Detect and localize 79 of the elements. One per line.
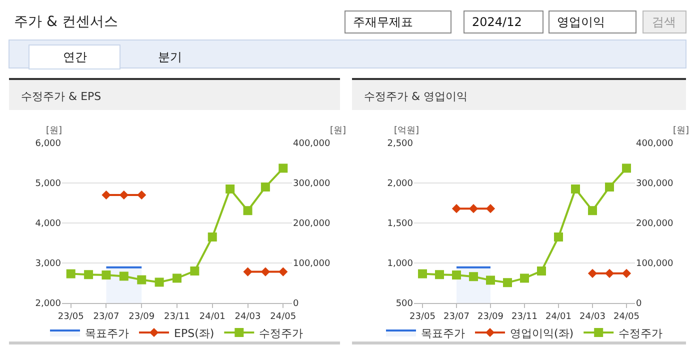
x-tick-label: 23/05 — [410, 312, 436, 322]
y-tick-label: 500 — [396, 299, 414, 310]
y-tick-label: 4,000 — [35, 219, 62, 230]
x-tick-label: 24/01 — [199, 312, 226, 322]
text: 주재무제표 — [353, 15, 413, 29]
x-tick-label: 23/05 — [58, 312, 84, 322]
point — [278, 164, 288, 173]
legend-label: 수정주가 — [259, 326, 304, 340]
y-axis-title: [원] — [46, 126, 62, 136]
point — [102, 270, 111, 280]
chart-title: 수정주가 & 영업이익 — [364, 90, 468, 103]
x-tick-label: 24/05 — [270, 312, 296, 322]
x-tick-label: 24/05 — [614, 312, 640, 322]
point — [503, 278, 512, 288]
y2-axis-title: [원] — [330, 126, 346, 136]
legend-label: 목표주가 — [85, 326, 129, 340]
y-tick-label: 5,000 — [35, 179, 62, 190]
y2-tick-label: 100,000 — [293, 259, 330, 270]
point — [208, 232, 217, 242]
point — [84, 270, 94, 280]
y-tick-label: 1,000 — [387, 259, 414, 270]
text: 검색 — [652, 15, 676, 29]
y-tick-label: 6,000 — [35, 139, 62, 150]
y-tick-label: 2,500 — [387, 139, 414, 150]
point — [537, 266, 546, 276]
text: 연간 — [63, 50, 87, 64]
point — [226, 184, 235, 194]
y2-tick-label: 300,000 — [293, 179, 330, 190]
legend-label: 수정주가 — [618, 326, 663, 340]
y-tick-label: 1,500 — [387, 219, 414, 230]
y2-tick-label: 0 — [293, 299, 299, 310]
point — [571, 184, 580, 194]
x-tick-label: 23/11 — [164, 312, 190, 322]
y-tick-label: 2,000 — [35, 299, 62, 310]
point — [66, 269, 76, 278]
point — [622, 164, 631, 173]
y-tick-label: 2,000 — [387, 179, 414, 190]
y2-tick-label: 100,000 — [636, 259, 674, 270]
point — [520, 274, 529, 283]
x-tick-label: 24/03 — [580, 312, 606, 322]
point — [190, 266, 200, 276]
point — [469, 272, 478, 282]
x-tick-label: 23/09 — [478, 312, 504, 322]
y2-tick-label: 400,000 — [636, 139, 674, 150]
y2-tick-label: 400,000 — [293, 139, 330, 150]
y2-tick-label: 0 — [636, 299, 642, 310]
x-tick-label: 23/09 — [128, 312, 155, 322]
text: 주가 & 컨센서스 — [14, 14, 118, 30]
y2-axis-title: [원] — [673, 126, 690, 136]
point — [605, 182, 614, 192]
point — [486, 276, 495, 285]
x-tick-label: 24/03 — [234, 312, 261, 322]
point — [554, 232, 563, 242]
x-tick-label: 23/07 — [93, 312, 120, 322]
point — [119, 272, 128, 281]
text: 2024/12 — [472, 15, 522, 29]
chart-title: 수정주가 & EPS — [21, 90, 102, 103]
y-tick-label: 3,000 — [35, 259, 62, 270]
legend-label: 영업이익(좌) — [510, 326, 574, 340]
point — [418, 269, 427, 278]
point — [452, 270, 461, 280]
point — [137, 275, 146, 284]
text: 분기 — [158, 50, 182, 64]
y2-tick-label: 200,000 — [636, 219, 674, 230]
point — [154, 278, 164, 287]
point — [435, 270, 444, 280]
point — [172, 274, 182, 283]
point — [260, 182, 270, 192]
y2-tick-label: 300,000 — [636, 179, 674, 190]
x-tick-label: 23/07 — [444, 312, 470, 322]
point — [243, 206, 252, 216]
y-axis-title: [억원] — [394, 126, 420, 136]
text: 영업이익 — [557, 15, 605, 29]
x-tick-label: 23/11 — [512, 312, 538, 322]
y2-tick-label: 200,000 — [293, 219, 330, 230]
legend-label: EPS(좌) — [174, 326, 214, 340]
point — [588, 206, 597, 216]
legend-label: 목표주가 — [421, 326, 465, 340]
x-tick-label: 24/01 — [546, 312, 572, 322]
